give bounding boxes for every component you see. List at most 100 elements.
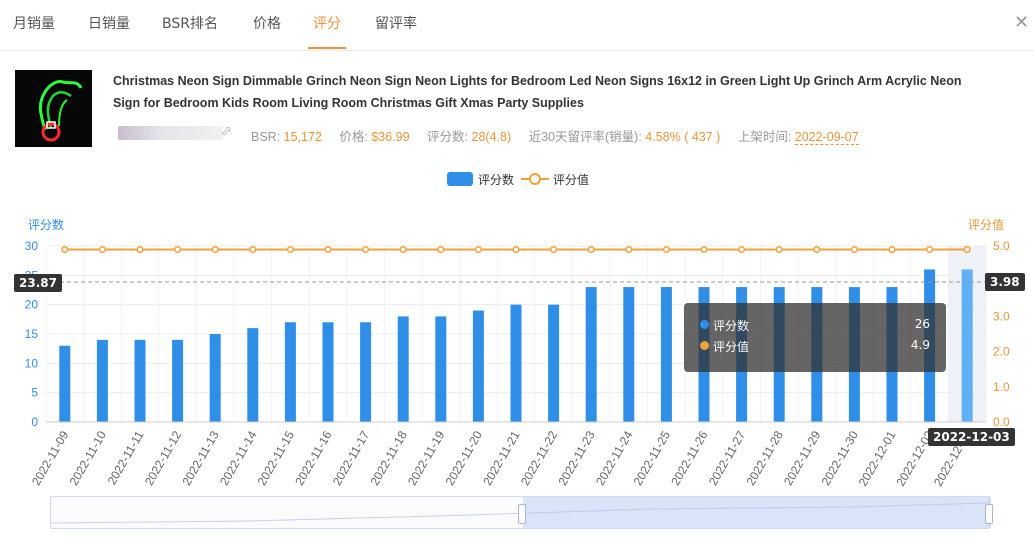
- line-point-2022-11-19: [437, 245, 445, 254]
- bar-2022-11-12: [172, 339, 184, 422]
- tab-review-rate[interactable]: 留评率: [375, 16, 417, 32]
- line-point-2022-12-03: [963, 245, 971, 254]
- crosshair-date: 2022-12-03: [928, 428, 1015, 446]
- x-tick-label: 2022-11-17: [330, 428, 373, 488]
- legend-bar-swatch[interactable]: [447, 172, 473, 186]
- y-left-tick-label: 10: [25, 356, 39, 370]
- bar-2022-11-11: [134, 339, 146, 422]
- review-rate-value: 4.58% ( 437 ): [645, 130, 721, 144]
- tooltip-score-dot: [700, 341, 709, 350]
- tab-bsr-rank[interactable]: BSR排名: [162, 16, 218, 32]
- x-tick-label: 2022-11-11: [105, 428, 147, 487]
- line-point-2022-11-22: [550, 245, 558, 254]
- bar-2022-11-21: [510, 304, 522, 422]
- slider-preview: [51, 502, 989, 524]
- bar-2022-11-18: [397, 316, 409, 422]
- bar-2022-11-20: [472, 310, 484, 422]
- product-stats: BSR: 15,172 价格: $36.99 评分数: 28(4.8) 近30天…: [251, 126, 859, 145]
- y-left-tick-label: 15: [25, 327, 39, 341]
- x-tick-label: 2022-11-24: [593, 428, 636, 488]
- y-right-tick-label: 2.0: [993, 345, 1010, 359]
- crosshair-right-value: 3.98: [985, 273, 1025, 291]
- x-tick-label: 2022-11-18: [367, 428, 410, 488]
- x-tick-label: 2022-11-22: [518, 428, 561, 488]
- tooltip-score-value: 4.9: [910, 338, 930, 352]
- external-link-icon[interactable]: ⬀: [221, 124, 232, 139]
- y-left-tick-label: 0: [31, 415, 38, 429]
- legend-line-label[interactable]: 评分值: [553, 173, 590, 187]
- line-point-2022-12-02: [926, 245, 934, 254]
- y-left-axis-title: 评分数: [28, 217, 64, 232]
- bar-2022-11-13: [209, 334, 221, 422]
- seller-name-blurred: [118, 126, 223, 140]
- listed-date-label: 上架时间:: [737, 130, 795, 144]
- line-point-2022-11-23: [587, 245, 595, 254]
- listed-date-value[interactable]: 2022-09-07: [794, 130, 859, 145]
- line-point-2022-11-17: [362, 245, 370, 254]
- x-tick-label: 2022-11-13: [179, 428, 222, 488]
- legend-line-swatch[interactable]: [521, 170, 549, 188]
- slider-handle-left[interactable]: [518, 504, 526, 524]
- review-rate-label: 近30天留评率(销量):: [528, 130, 646, 144]
- tab-daily-sales[interactable]: 日销量: [88, 16, 130, 32]
- tab-monthly-sales[interactable]: 月销量: [13, 16, 55, 32]
- tab-price[interactable]: 价格: [253, 16, 281, 32]
- x-tick-label: 2022-11-09: [29, 428, 72, 488]
- x-tick-label: 2022-11-26: [668, 428, 711, 488]
- x-tick-label: 2022-11-19: [405, 428, 448, 488]
- x-tick-label: 2022-11-29: [781, 428, 824, 488]
- bar-2022-11-23: [585, 287, 597, 422]
- line-point-2022-11-12: [174, 245, 182, 254]
- crosshair-left-value: 23.87: [14, 274, 62, 292]
- y-right-tick-label: 5.0: [993, 239, 1010, 253]
- tab-bar: 月销量 日销量 BSR排名 价格 评分 留评率 ✕: [0, 0, 1034, 51]
- line-point-2022-12-01: [888, 245, 896, 254]
- tooltip-score-name: 评分值: [713, 340, 750, 354]
- x-tick-label: 2022-11-30: [819, 428, 862, 488]
- slider-handle-right[interactable]: [985, 504, 993, 524]
- bar-2022-11-14: [247, 328, 259, 422]
- x-tick-label: 2022-12-01: [856, 428, 899, 488]
- line-point-2022-11-24: [625, 245, 633, 254]
- bar-2022-11-19: [435, 316, 447, 422]
- tab-rating[interactable]: 评分: [313, 16, 341, 32]
- product-title-line1: Christmas Neon Sign Dimmable Grinch Neon…: [113, 74, 962, 88]
- line-point-2022-11-15: [286, 245, 294, 254]
- bar-2022-12-03: [961, 269, 973, 422]
- product-title[interactable]: Christmas Neon Sign Dimmable Grinch Neon…: [113, 70, 1013, 114]
- legend-bar-label[interactable]: 评分数: [478, 173, 515, 187]
- close-icon[interactable]: ✕: [1014, 12, 1030, 33]
- bar-2022-11-09: [59, 345, 71, 422]
- tooltip-row-score: 评分值 4.9: [700, 338, 930, 354]
- chart-legend: 评分数 评分值: [0, 170, 1034, 190]
- x-tick-label: 2022-11-14: [217, 428, 260, 488]
- y-right-tick-label: 1.0: [993, 380, 1010, 394]
- x-tick-label: 2022-11-15: [255, 428, 298, 488]
- tooltip-count-dot: [700, 320, 709, 329]
- slider-selection[interactable]: [523, 497, 991, 528]
- x-tick-label: 2022-11-23: [555, 428, 598, 488]
- y-left-tick-label: 30: [25, 239, 39, 253]
- bar-2022-11-22: [548, 304, 560, 422]
- tooltip-row-count: 评分数 26: [700, 317, 930, 333]
- x-tick-label: 2022-11-10: [67, 428, 110, 488]
- product-title-line2: Sign for Bedroom Kids Room Living Room C…: [113, 96, 584, 110]
- price-label: 价格:: [339, 130, 372, 144]
- y-right-tick-label: 3.0: [993, 309, 1010, 323]
- y-right-tick-label: 0.0: [993, 415, 1010, 429]
- rating-chart[interactable]: 0510152025300.01.02.03.04.05.0评分数评分值2022…: [0, 200, 1034, 490]
- product-thumbnail[interactable]: [15, 70, 92, 147]
- bar-2022-11-24: [623, 287, 635, 422]
- line-point-2022-11-18: [399, 245, 407, 254]
- bsr-value: 15,172: [283, 130, 322, 144]
- x-tick-label: 2022-11-12: [142, 428, 185, 488]
- tooltip-count-value: 26: [914, 317, 930, 331]
- data-zoom-slider[interactable]: [50, 496, 993, 529]
- line-point-2022-11-27: [738, 245, 746, 254]
- rating-label: 评分数:: [427, 130, 472, 144]
- x-tick-label: 2022-11-25: [631, 428, 674, 488]
- line-point-2022-11-28: [775, 245, 783, 254]
- x-tick-label: 2022-11-20: [443, 428, 486, 488]
- bar-2022-11-16: [322, 322, 334, 422]
- line-point-2022-11-29: [813, 245, 821, 254]
